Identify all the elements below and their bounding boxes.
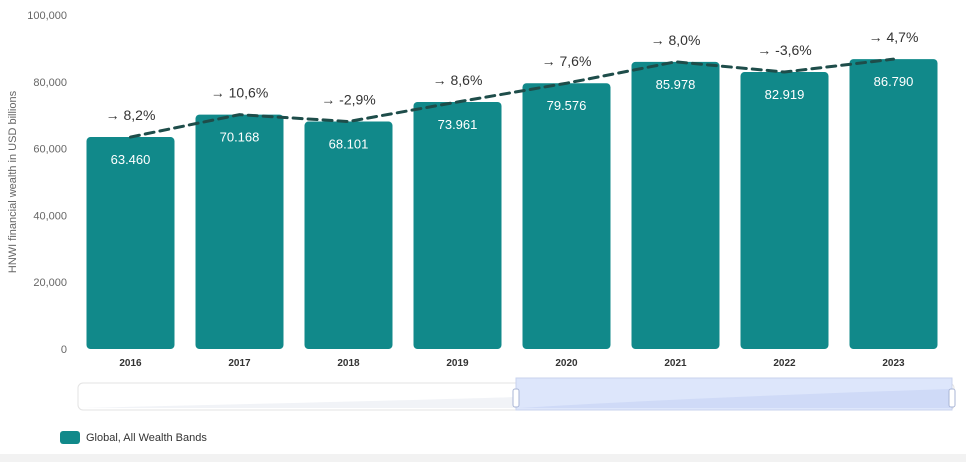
bar-2023 [849,59,938,349]
bar-2016 [86,137,175,349]
growth-label: → -2,9% [321,92,375,108]
y-tick-label: 80,000 [33,77,67,89]
x-tick-label: 2020 [555,358,578,369]
bar-value-label: 82.919 [765,87,805,102]
range-navigator-selected-series [518,389,950,408]
growth-label: → 8,0% [651,32,701,48]
range-navigator-mini-series [80,397,516,408]
bar-value-label: 79.576 [547,98,587,113]
y-axis-label: HNWI financial wealth in USD billions [7,90,19,273]
bar-2018 [304,121,393,349]
bar-value-label: 85.978 [656,77,696,92]
bottom-strip [0,454,966,462]
growth-label: → -3,6% [757,42,811,58]
legend[interactable]: Global, All Wealth Bands [60,431,207,444]
bar-2022 [740,72,829,349]
x-tick-label: 2019 [446,358,469,369]
bar-value-label: 86.790 [874,74,914,89]
y-tick-label: 0 [61,344,67,356]
x-tick-label: 2022 [773,358,796,369]
growth-label: → 8,2% [106,107,156,123]
x-tick-label: 2023 [882,358,905,369]
range-navigator-left-handle[interactable] [512,388,520,408]
x-tick-label: 2016 [119,358,142,369]
legend-swatch [60,431,80,444]
growth-label: → 10,6% [211,85,269,101]
x-tick-label: 2017 [228,358,251,369]
x-tick-label: 2018 [337,358,360,369]
bar-2017 [195,114,284,349]
bar-value-label: 63.460 [111,152,151,167]
bar-2020 [522,83,611,350]
trend-line [129,57,895,139]
y-tick-label: 60,000 [33,144,67,156]
bar-2019 [413,101,502,349]
bar-value-label: 70.168 [220,130,260,145]
y-tick-label: 100,000 [27,10,67,22]
bar-value-label: 68.101 [329,137,369,152]
growth-label: → 4,7% [869,29,919,45]
growth-label: → 7,6% [542,53,592,69]
y-tick-label: 20,000 [33,277,67,289]
legend-label: Global, All Wealth Bands [86,431,207,444]
growth-label: → 8,6% [433,72,483,88]
bar-2021 [631,61,720,349]
bar-value-label: 73.961 [438,117,478,132]
x-tick-label: 2021 [664,358,687,369]
range-navigator-right-handle[interactable] [948,388,956,408]
y-tick-label: 40,000 [33,210,67,222]
